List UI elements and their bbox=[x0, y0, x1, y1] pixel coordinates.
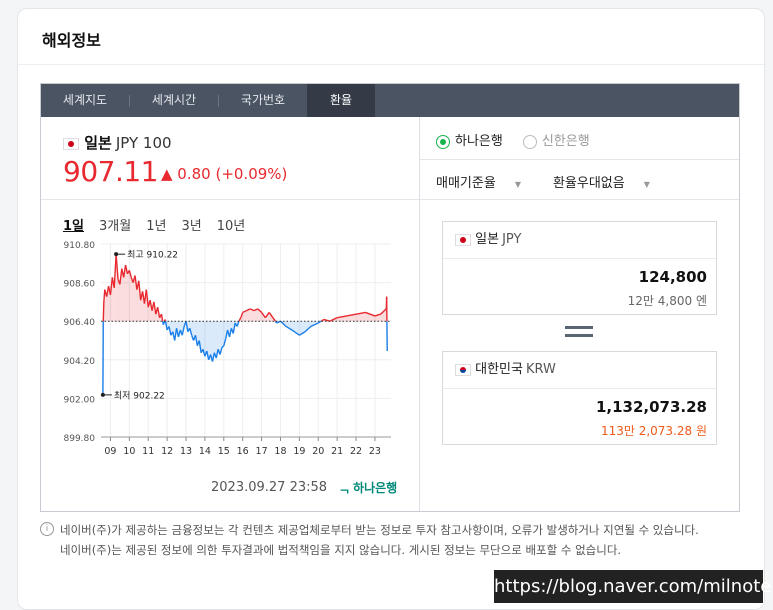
rate-options: 매매기준율 ▼ 환율우대없음 ▼ bbox=[436, 172, 682, 191]
x-tick-label: 17 bbox=[256, 446, 268, 457]
disclaimer-line: 네이버(주)는 제공된 정보에 의한 투자결과에 법적책임을 지지 않습니다. … bbox=[60, 540, 750, 560]
x-tick-label: 16 bbox=[237, 446, 249, 457]
radio-selected-icon bbox=[436, 135, 450, 149]
area-fill bbox=[201, 321, 203, 353]
hana-logo-icon: ᆨ bbox=[339, 481, 350, 495]
x-tick-label: 12 bbox=[161, 446, 173, 457]
to-amount-korean: 113만 2,073.28 원 bbox=[601, 422, 707, 439]
low-label: 최저 902.22 bbox=[114, 390, 165, 401]
caret-down-icon: ▼ bbox=[644, 180, 650, 189]
tab-exchange-rate[interactable]: 환율 bbox=[307, 84, 375, 117]
area-fill bbox=[209, 321, 211, 360]
dropdown-label: 매매기준율 bbox=[436, 176, 496, 191]
x-tick-label: 14 bbox=[199, 446, 211, 457]
currency-code: JPY 100 bbox=[116, 134, 172, 152]
disclaimer: 네이버(주)가 제공하는 금융정보는 각 컨텐츠 제공업체로부터 받는 정보로 … bbox=[60, 520, 750, 560]
preference-dropdown[interactable]: 환율우대없음 ▼ bbox=[553, 176, 666, 191]
series-line bbox=[103, 302, 104, 321]
tab-world-time[interactable]: 세계시간 bbox=[130, 84, 218, 117]
x-tick-label: 22 bbox=[350, 446, 362, 457]
area-fill bbox=[222, 321, 224, 347]
x-tick-label: 15 bbox=[218, 446, 230, 457]
price-change: ▲ 0.80 (+0.09%) bbox=[161, 165, 287, 183]
divider bbox=[420, 199, 739, 200]
x-tick-label: 21 bbox=[331, 446, 343, 457]
period-10y[interactable]: 10년 bbox=[217, 219, 246, 234]
to-amount[interactable]: 1,132,073.28 bbox=[596, 398, 707, 416]
from-country: 일본 bbox=[475, 232, 499, 247]
korea-flag-icon bbox=[455, 364, 471, 376]
x-tick-label: 10 bbox=[123, 446, 135, 457]
period-3m[interactable]: 3개월 bbox=[99, 219, 131, 234]
x-tick-label: 19 bbox=[293, 446, 305, 457]
caret-down-icon: ▼ bbox=[515, 180, 521, 189]
tab-country-code[interactable]: 국가번호 bbox=[219, 84, 307, 117]
currency-country: 일본 bbox=[84, 134, 112, 152]
area-fill bbox=[127, 270, 129, 321]
period-3y[interactable]: 3년 bbox=[181, 219, 201, 234]
tab-world-map[interactable]: 세계지도 bbox=[41, 84, 129, 117]
bank-option-label: 하나은행 bbox=[455, 134, 503, 149]
divider bbox=[41, 199, 419, 200]
bank-option-label: 신한은행 bbox=[542, 134, 590, 149]
y-tick-label: 910.80 bbox=[64, 241, 96, 251]
info-icon: i bbox=[40, 522, 54, 536]
x-tick-label: 20 bbox=[312, 446, 324, 457]
area-fill bbox=[118, 279, 120, 321]
japan-flag-icon bbox=[455, 234, 471, 246]
x-tick-label: 18 bbox=[274, 446, 286, 457]
x-tick-label: 09 bbox=[104, 446, 116, 457]
base-rate-dropdown[interactable]: 매매기준율 ▼ bbox=[436, 176, 537, 191]
x-tick-label: 11 bbox=[142, 446, 154, 457]
high-label: 최고 910.22 bbox=[127, 250, 178, 261]
equals-icon bbox=[565, 326, 593, 337]
period-1d[interactable]: 1일 bbox=[63, 219, 84, 234]
current-price: 907.11 bbox=[63, 155, 158, 188]
disclaimer-line: 네이버(주)가 제공하는 금융정보는 각 컨텐츠 제공업체로부터 받는 정보로 … bbox=[60, 520, 750, 540]
section-title: 해외정보 bbox=[42, 27, 101, 51]
watermark: https://blog.naver.com/milnote bbox=[494, 570, 763, 603]
bank-option-shinhan[interactable]: 신한은행 bbox=[523, 130, 590, 149]
x-tick-label: 13 bbox=[180, 446, 192, 457]
y-tick-label: 902.00 bbox=[64, 395, 96, 405]
area-fill bbox=[214, 321, 216, 358]
rate-chart: 910.80 908.60 906.40 904.20 902.00 899.80 09 10… bbox=[41, 237, 419, 467]
y-tick-label: 904.20 bbox=[64, 357, 96, 367]
tab-bar: 세계지도 세계시간 국가번호 환율 bbox=[41, 84, 739, 117]
dropdown-label: 환율우대없음 bbox=[553, 176, 625, 191]
from-amount-korean: 12만 4,800 엔 bbox=[628, 292, 707, 309]
divider bbox=[420, 159, 739, 160]
timestamp: 2023.09.27 23:58 bbox=[211, 480, 327, 495]
y-tick-label: 899.80 bbox=[64, 434, 96, 444]
to-code: KRW bbox=[526, 362, 556, 377]
y-tick-label: 906.40 bbox=[64, 318, 96, 328]
x-tick-label: 23 bbox=[369, 446, 381, 457]
period-selector: 1일 3개월 1년 3년 10년 bbox=[63, 215, 260, 234]
from-amount[interactable]: 124,800 bbox=[639, 268, 707, 286]
bank-logo-text: 하나은행 bbox=[353, 481, 397, 495]
bank-option-hana[interactable]: 하나은행 bbox=[436, 130, 503, 149]
divider bbox=[18, 64, 764, 65]
bank-selector: 하나은행 신한은행 bbox=[436, 130, 610, 149]
y-tick-label: 908.60 bbox=[64, 280, 96, 290]
radio-empty-icon bbox=[523, 135, 537, 149]
japan-flag-icon bbox=[63, 138, 79, 150]
area-fill bbox=[131, 277, 133, 321]
period-1y[interactable]: 1년 bbox=[146, 219, 166, 234]
to-country: 대한민국 bbox=[475, 362, 523, 377]
from-code: JPY bbox=[502, 232, 521, 247]
